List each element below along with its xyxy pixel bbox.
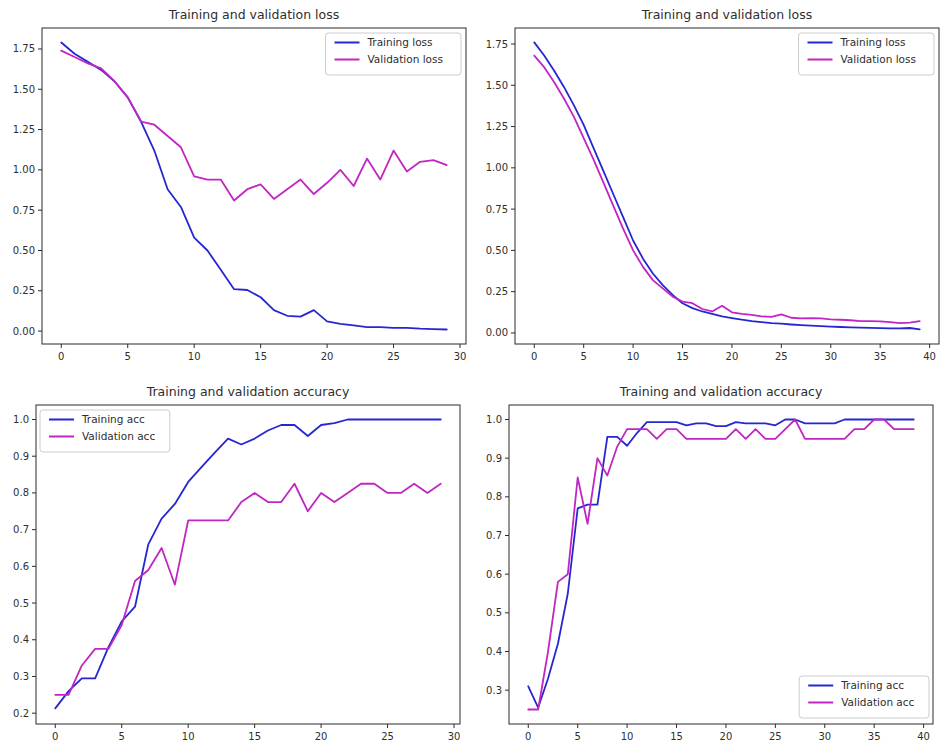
svg-text:Validation loss: Validation loss (841, 53, 916, 65)
svg-text:0.25: 0.25 (13, 285, 35, 296)
svg-text:10: 10 (188, 351, 201, 362)
loss-30-plot-canvas: 0 5 10 15 20 25 30 0.00 0.25 0.50 0.75 1.00 1.25 1.50… (0, 0, 473, 377)
svg-text:0.8: 0.8 (486, 491, 502, 502)
svg-text:1.00: 1.00 (486, 162, 508, 173)
svg-text:30: 30 (818, 731, 831, 742)
svg-text:40: 40 (917, 731, 930, 742)
subplot-training-validation-loss-30: Training and validation loss 05101520253… (0, 0, 473, 377)
svg-text:10: 10 (621, 731, 634, 742)
svg-text:0.3: 0.3 (486, 685, 502, 696)
svg-text:0.4: 0.4 (486, 646, 502, 657)
svg-text:0.75: 0.75 (486, 204, 508, 215)
svg-text:10: 10 (627, 351, 640, 362)
svg-text:0: 0 (52, 731, 58, 742)
svg-text:0.4: 0.4 (13, 634, 29, 645)
accuracy-30-plot-canvas: 0510152025300.20.30.40.50.60.70.80.91.0T… (0, 377, 473, 755)
svg-text:1.00: 1.00 (13, 164, 35, 175)
svg-text:0.2: 0.2 (13, 708, 29, 719)
svg-text:Validation acc: Validation acc (841, 696, 914, 708)
svg-text:0.00: 0.00 (486, 327, 508, 338)
svg-text:0.50: 0.50 (486, 245, 508, 256)
svg-text:Training acc: Training acc (81, 413, 145, 425)
svg-text:40: 40 (923, 351, 936, 362)
subplot-training-validation-accuracy-40: Training and validation accuracy 0510152… (473, 377, 946, 755)
svg-text:0.25: 0.25 (486, 286, 508, 297)
svg-text:25: 25 (775, 351, 788, 362)
svg-text:5: 5 (575, 731, 581, 742)
svg-text:0.7: 0.7 (486, 530, 502, 541)
svg-text:10: 10 (182, 731, 195, 742)
figure-grid: Training and validation loss 05101520253… (0, 0, 946, 755)
svg-text:25: 25 (769, 731, 782, 742)
subplot-training-validation-loss-40: Training and validation loss 05101520253… (473, 0, 946, 377)
svg-text:35: 35 (868, 731, 881, 742)
svg-text:1.75: 1.75 (486, 39, 508, 50)
svg-text:Training loss: Training loss (367, 36, 433, 48)
svg-text:Training acc: Training acc (840, 679, 904, 691)
svg-text:Validation loss: Validation loss (368, 53, 443, 65)
svg-text:1.25: 1.25 (13, 124, 35, 135)
svg-text:30: 30 (448, 731, 461, 742)
svg-text:1.25: 1.25 (486, 121, 508, 132)
accuracy-40-plot-canvas: 0 5 10 15 20 25 30 35 40 0.3 0.4 0.5 0.6 0.7 0.8 0.9 1.0… (473, 377, 946, 755)
svg-text:30: 30 (824, 351, 837, 362)
svg-text:1.50: 1.50 (13, 84, 35, 95)
svg-text:5: 5 (581, 351, 587, 362)
svg-text:15: 15 (254, 351, 267, 362)
svg-text:0.00: 0.00 (13, 326, 35, 337)
svg-text:30: 30 (454, 351, 467, 362)
svg-text:0.8: 0.8 (13, 487, 29, 498)
svg-text:0.9: 0.9 (486, 453, 502, 464)
svg-text:1.50: 1.50 (486, 80, 508, 91)
svg-text:25: 25 (381, 731, 394, 742)
svg-text:Training loss: Training loss (840, 36, 906, 48)
svg-text:35: 35 (874, 351, 887, 362)
svg-text:20: 20 (720, 731, 733, 742)
svg-text:0.5: 0.5 (13, 598, 29, 609)
svg-text:Validation acc: Validation acc (82, 430, 155, 442)
svg-text:0.9: 0.9 (13, 451, 29, 462)
svg-text:0: 0 (58, 351, 64, 362)
svg-text:0.6: 0.6 (13, 561, 29, 572)
svg-text:15: 15 (670, 731, 683, 742)
svg-text:1.0: 1.0 (486, 414, 502, 425)
svg-text:20: 20 (321, 351, 334, 362)
svg-text:5: 5 (119, 731, 125, 742)
svg-text:0.6: 0.6 (486, 569, 502, 580)
svg-text:0: 0 (531, 351, 537, 362)
svg-text:15: 15 (676, 351, 689, 362)
svg-text:5: 5 (125, 351, 131, 362)
svg-text:0.5: 0.5 (486, 607, 502, 618)
svg-text:0: 0 (525, 731, 531, 742)
svg-text:20: 20 (315, 731, 328, 742)
svg-text:0.3: 0.3 (13, 671, 29, 682)
loss-40-plot-canvas: 0 5 10 15 20 25 30 35 40 0.00 0.25 0.50 0.75 1.00 1.25… (473, 0, 946, 377)
svg-text:20: 20 (726, 351, 739, 362)
svg-text:15: 15 (248, 731, 261, 742)
svg-text:0.7: 0.7 (13, 524, 29, 535)
svg-text:0.50: 0.50 (13, 245, 35, 256)
subplot-training-validation-accuracy-30: Training and validation accuracy 0510152… (0, 377, 473, 755)
svg-text:0.75: 0.75 (13, 205, 35, 216)
svg-text:25: 25 (387, 351, 400, 362)
svg-text:1.75: 1.75 (13, 43, 35, 54)
svg-text:1.0: 1.0 (13, 414, 29, 425)
